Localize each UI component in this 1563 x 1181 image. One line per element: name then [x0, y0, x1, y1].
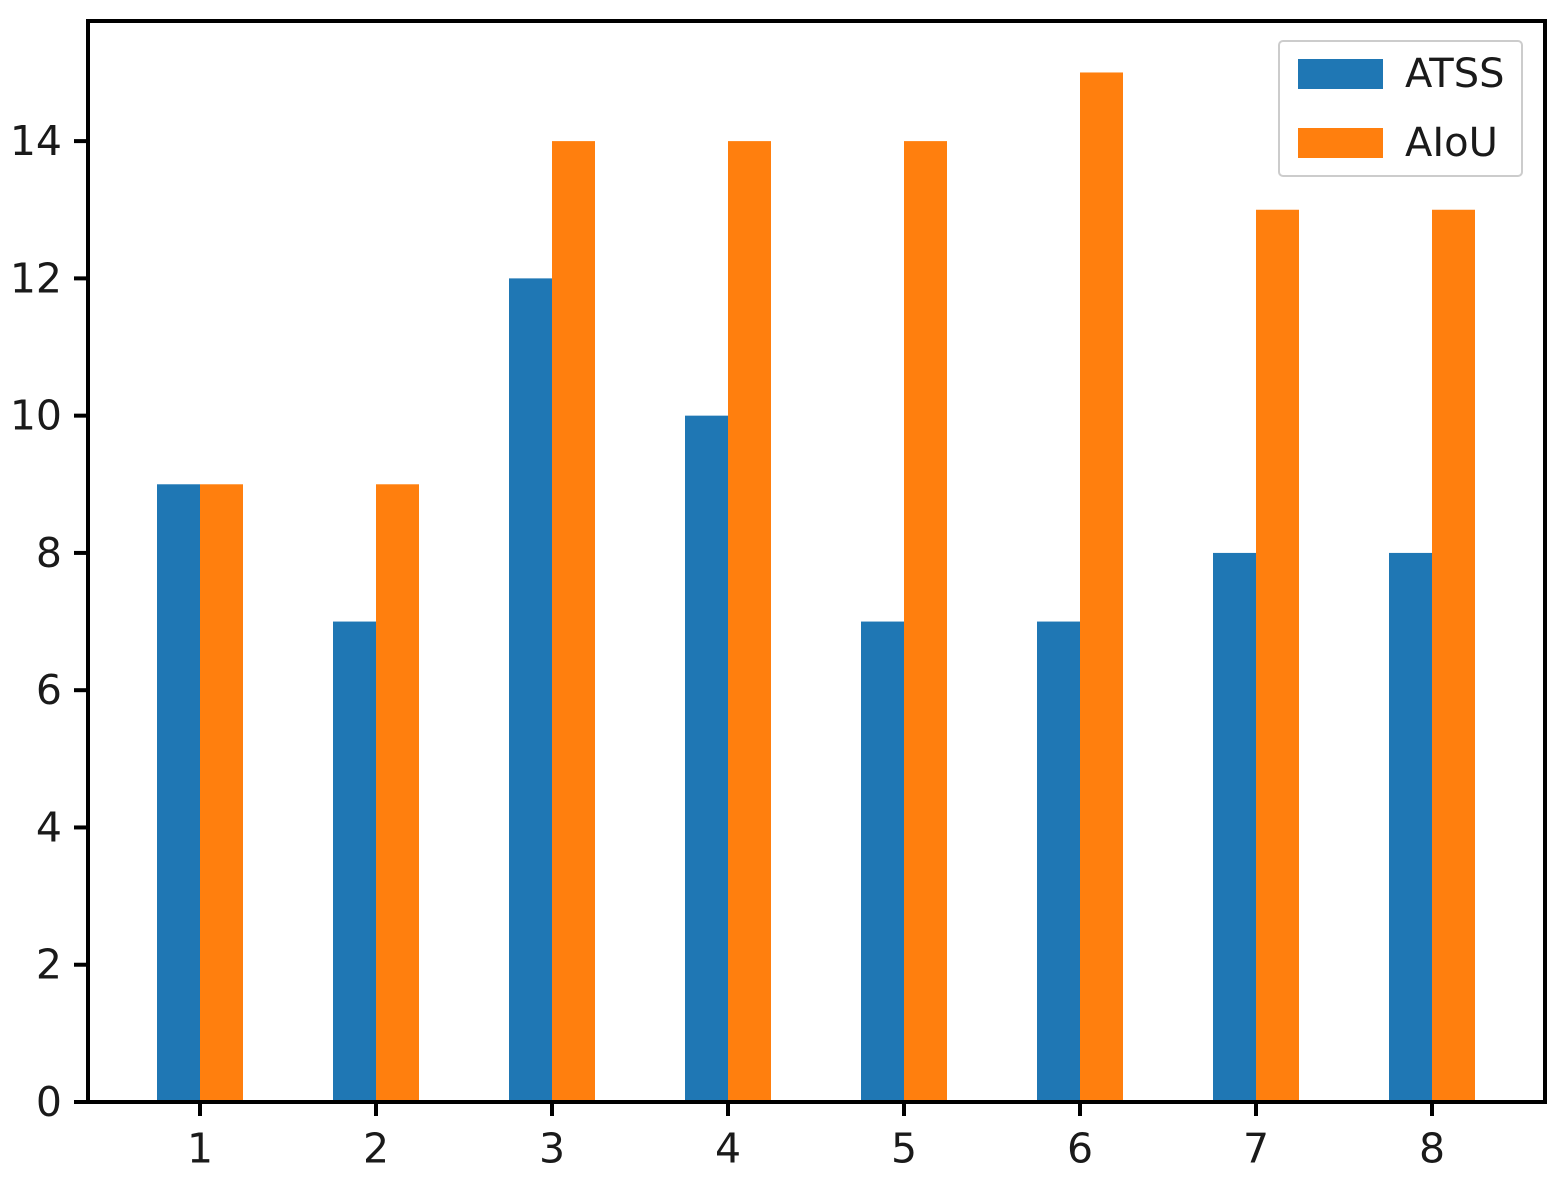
legend-swatch-atss: [1298, 59, 1383, 89]
x-tick-label-1: 1: [187, 1124, 213, 1172]
bar-atss-6: [1037, 621, 1080, 1102]
y-tick-label-4: 4: [36, 803, 62, 851]
legend-item-aiou: AIoU: [1298, 120, 1521, 166]
bar-atss-4: [685, 415, 728, 1103]
bar-aiou-3: [552, 141, 595, 1103]
bar-atss-1: [157, 484, 200, 1102]
x-tick-label-6: 6: [1067, 1124, 1093, 1172]
x-tick-label-7: 7: [1243, 1124, 1269, 1172]
y-tick-label-10: 10: [10, 392, 62, 440]
bar-aiou-7: [1256, 209, 1299, 1102]
legend-label-atss: ATSS: [1405, 51, 1505, 97]
x-tick-label-3: 3: [539, 1124, 565, 1172]
legend-swatch-aiou: [1298, 128, 1383, 158]
x-tick-label-2: 2: [363, 1124, 389, 1172]
y-tick-label-8: 8: [36, 529, 62, 577]
bar-aiou-4: [728, 141, 771, 1103]
bar-aiou-8: [1432, 209, 1475, 1102]
y-tick-label-14: 14: [10, 117, 62, 165]
bar-aiou-2: [376, 484, 419, 1102]
y-tick-label-0: 0: [36, 1078, 62, 1126]
legend: ATSS AIoU: [1278, 40, 1523, 177]
bar-atss-5: [861, 621, 904, 1102]
legend-item-atss: ATSS: [1298, 51, 1521, 97]
bar-atss-8: [1389, 552, 1432, 1102]
bar-atss-2: [333, 621, 376, 1102]
y-tick-label-12: 12: [10, 254, 62, 302]
x-tick-label-5: 5: [891, 1124, 917, 1172]
bar-aiou-1: [200, 484, 243, 1102]
bar-aiou-6: [1080, 72, 1123, 1102]
bar-atss-3: [509, 278, 552, 1102]
plot-border: [86, 19, 1547, 1104]
y-tick-label-2: 2: [36, 941, 62, 989]
bar-aiou-5: [904, 141, 947, 1103]
y-tick-label-6: 6: [36, 666, 62, 714]
bar-atss-7: [1213, 552, 1256, 1102]
x-tick-label-4: 4: [715, 1124, 741, 1172]
x-tick-label-8: 8: [1419, 1124, 1445, 1172]
legend-label-aiou: AIoU: [1405, 120, 1498, 166]
